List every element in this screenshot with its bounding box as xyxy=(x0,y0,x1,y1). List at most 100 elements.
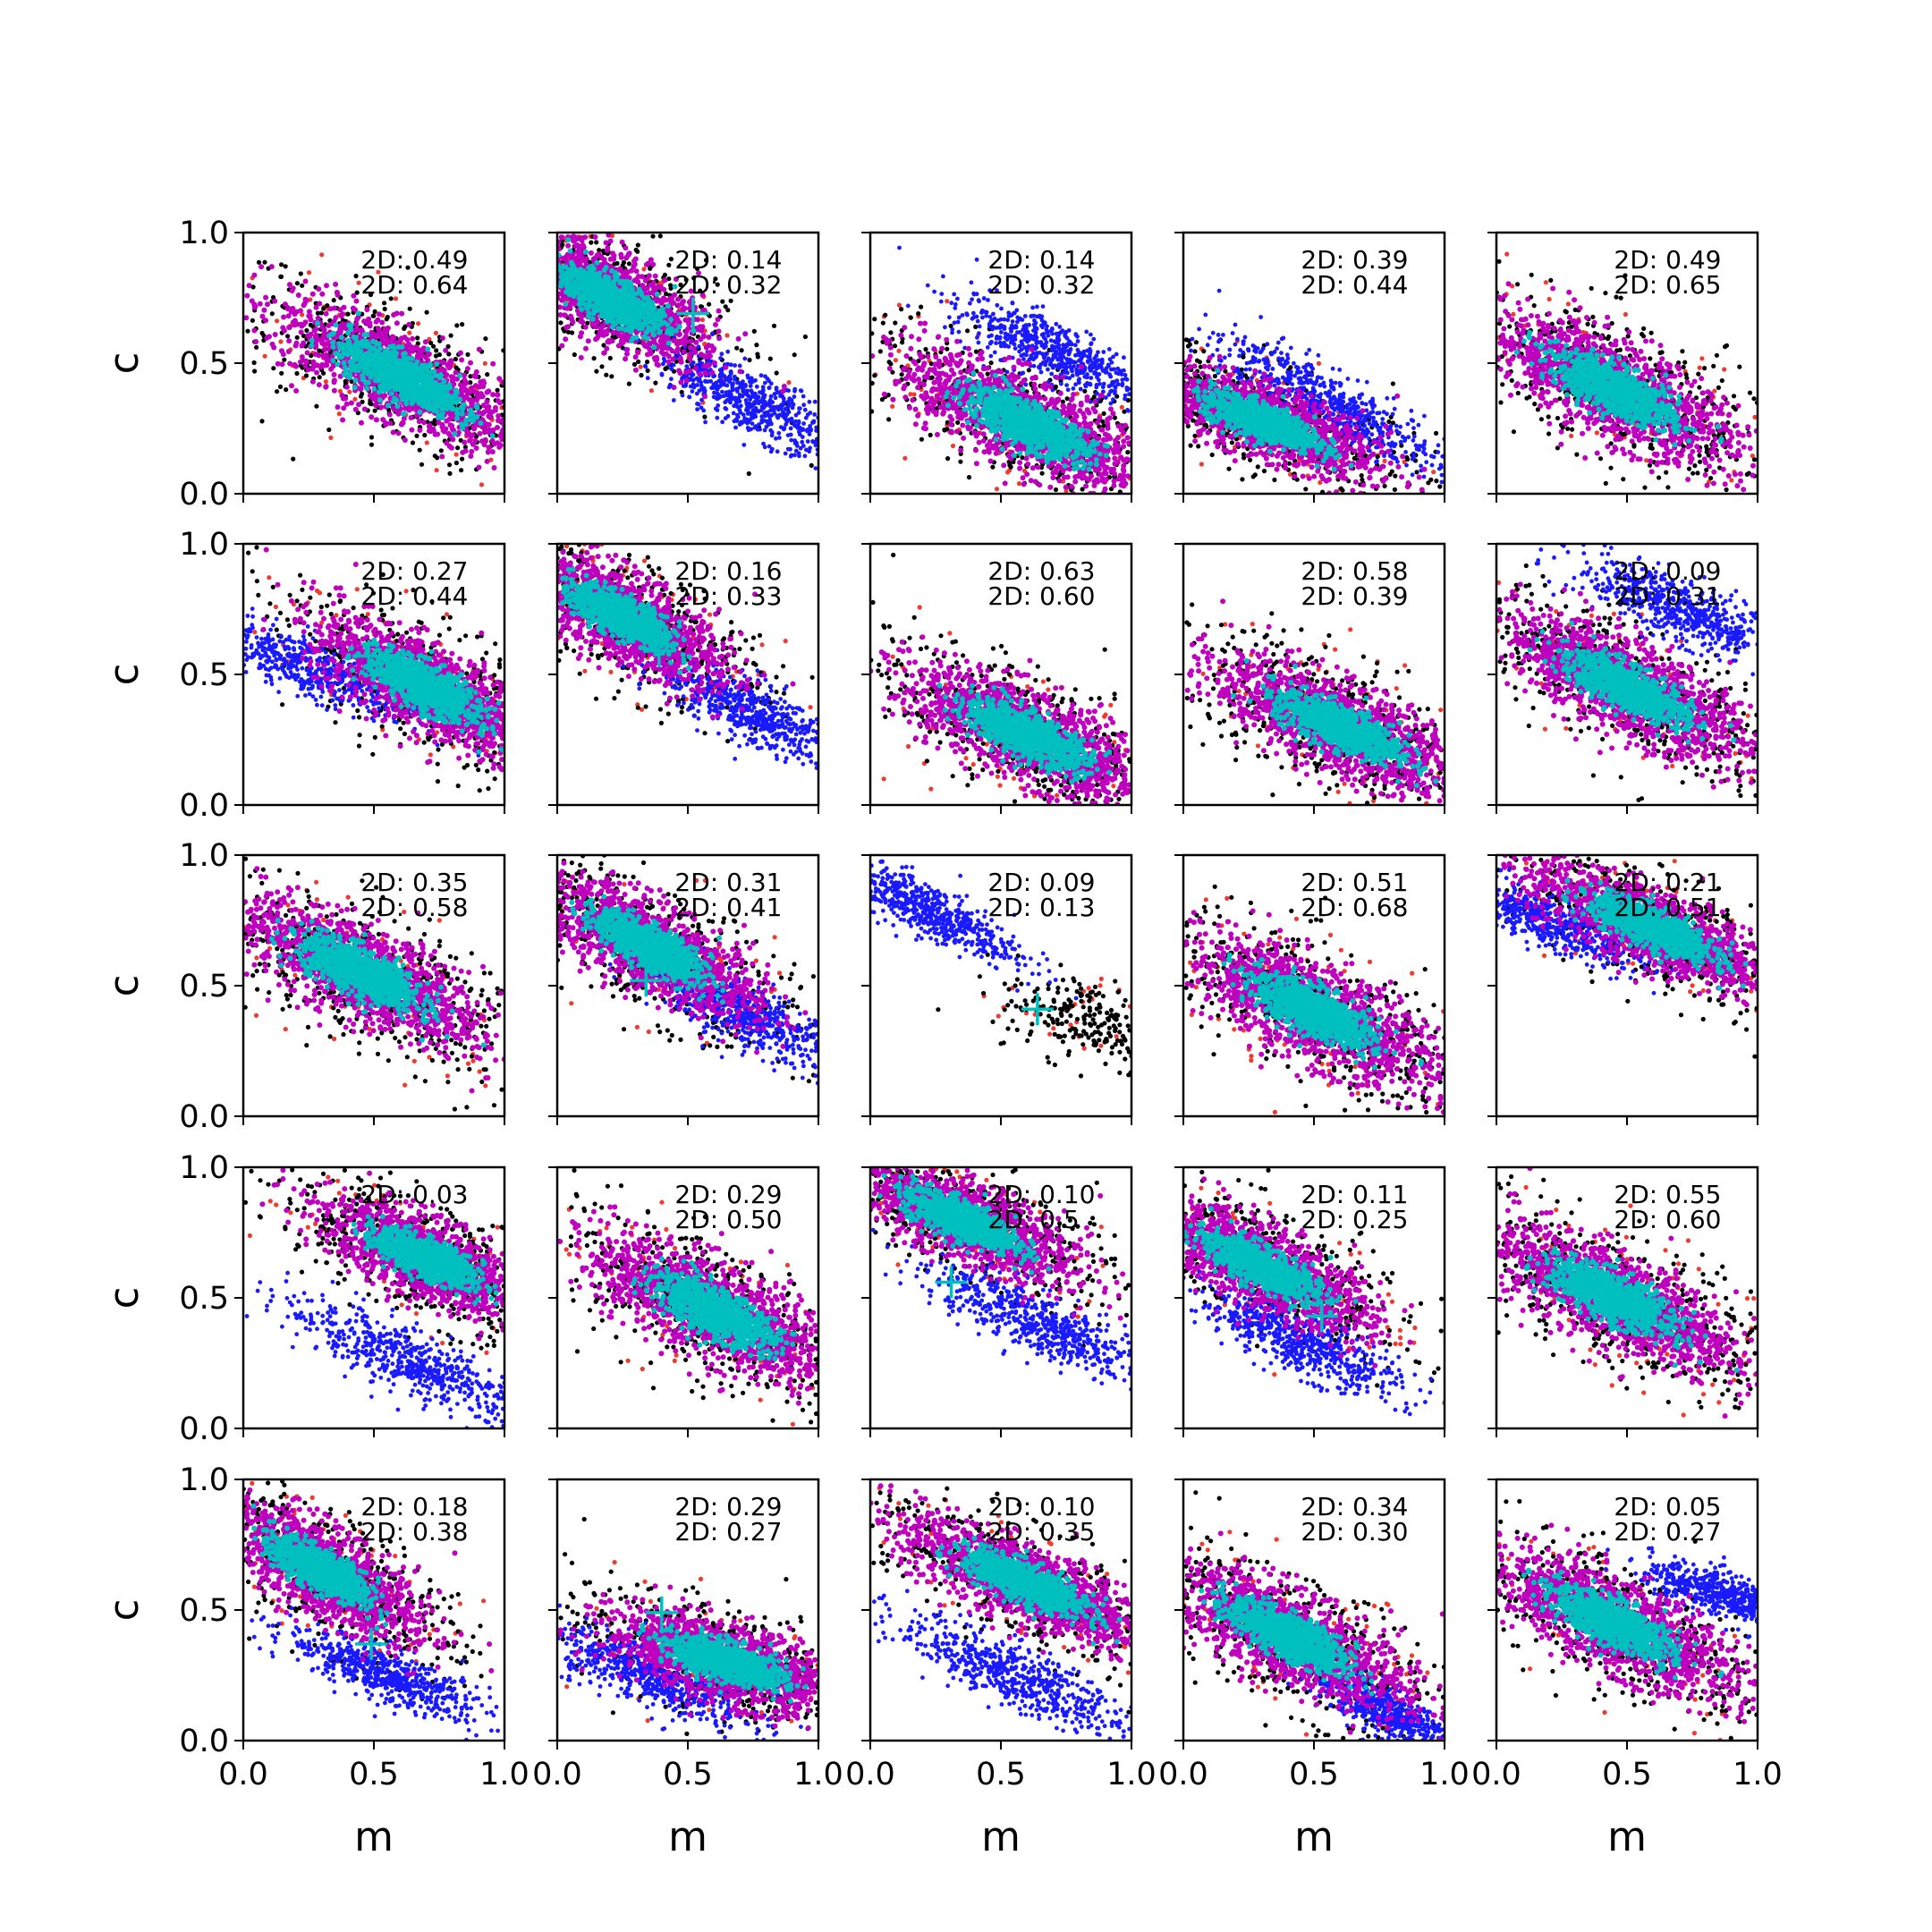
scatter-point xyxy=(741,412,746,417)
scatter-point xyxy=(758,390,762,394)
scatter-point xyxy=(310,292,316,297)
scatter-point xyxy=(263,354,267,359)
scatter-point xyxy=(490,361,496,367)
scatter-point xyxy=(797,406,801,411)
scatter-point xyxy=(251,301,257,307)
scatter-point xyxy=(346,312,351,317)
scatter-point xyxy=(644,262,649,267)
scatter-point xyxy=(641,267,646,271)
scatter-point xyxy=(370,396,376,402)
scatter-point xyxy=(454,416,460,421)
scatter-point xyxy=(653,274,658,279)
scatter-point xyxy=(357,362,362,368)
scatter-point xyxy=(686,320,691,326)
scatter-point xyxy=(391,355,396,360)
scatter-point xyxy=(396,359,402,364)
scatter-point xyxy=(724,304,728,309)
scatter-point xyxy=(287,361,292,367)
scatter-point xyxy=(447,462,452,467)
scatter-point xyxy=(669,257,674,261)
scatter-point xyxy=(319,310,324,315)
scatter-point xyxy=(309,338,315,343)
scatter-point xyxy=(460,456,464,461)
scatter-point xyxy=(326,323,332,328)
scatter-point xyxy=(466,430,471,436)
scatter-point xyxy=(768,357,773,361)
scatter-point xyxy=(251,328,257,334)
scatter-point xyxy=(799,388,803,393)
scatter-point xyxy=(337,411,342,416)
scatter-point xyxy=(699,352,704,357)
scatter-point xyxy=(369,443,374,447)
scatter-point xyxy=(434,331,438,335)
scatter-point xyxy=(693,366,699,371)
scatter-point xyxy=(698,336,703,342)
scatter-point xyxy=(709,370,715,376)
scatter-point xyxy=(594,369,598,374)
scatter-point xyxy=(307,270,311,275)
scatter-point xyxy=(787,410,792,414)
scatter-point xyxy=(568,254,573,259)
scatter-point xyxy=(324,283,329,288)
scatter-point xyxy=(447,444,453,449)
scatter-point xyxy=(400,344,405,350)
scatter-point xyxy=(417,410,422,415)
scatter-point xyxy=(776,431,781,436)
scatter-point xyxy=(425,390,430,395)
scatter-point xyxy=(439,448,444,453)
scatter-point xyxy=(382,301,386,305)
scatter-point xyxy=(808,411,812,415)
scatter-point xyxy=(294,371,299,376)
scatter-point xyxy=(675,346,681,352)
scatter-point xyxy=(468,360,473,366)
scatter-point xyxy=(414,434,419,438)
scatter-point xyxy=(440,411,445,416)
scatter-point xyxy=(583,346,589,352)
scatter-point xyxy=(262,260,267,265)
scatter-point xyxy=(738,393,742,397)
scatter-point xyxy=(763,381,767,386)
scatter-point xyxy=(414,360,419,365)
scatter-point xyxy=(635,250,640,254)
scatter-point xyxy=(759,373,764,377)
scatter-point xyxy=(253,339,258,344)
scatter-point xyxy=(373,402,378,408)
scatter-point xyxy=(299,343,304,349)
scatter-point xyxy=(792,387,797,392)
scatter-point xyxy=(593,234,598,240)
scatter-point xyxy=(804,448,809,453)
scatter-point xyxy=(383,307,387,311)
scatter-point xyxy=(786,380,791,385)
scatter-point xyxy=(600,332,606,337)
scatter-point xyxy=(314,404,318,409)
scatter-point xyxy=(644,365,648,369)
scatter-point xyxy=(439,406,445,411)
scatter-point xyxy=(589,250,594,256)
scatter-point xyxy=(680,301,685,306)
scatter-point xyxy=(460,322,464,326)
scatter-point xyxy=(387,412,393,418)
scatter-point xyxy=(271,345,276,351)
scatter-point xyxy=(614,261,619,266)
scatter-point xyxy=(559,343,564,349)
scatter-point xyxy=(747,358,751,362)
scatter-point xyxy=(674,341,680,346)
scatter-point xyxy=(359,420,364,426)
scatter-point xyxy=(340,418,345,423)
scatter-point xyxy=(287,282,292,287)
scatter-point xyxy=(425,440,429,445)
scatter-point xyxy=(734,404,739,409)
scatter-point xyxy=(324,379,328,384)
scatter-point xyxy=(400,420,405,426)
scatter-point xyxy=(795,444,800,448)
scatter-point xyxy=(458,351,463,356)
scatter-point xyxy=(621,340,626,345)
scatter-point xyxy=(792,394,797,399)
scatter-point xyxy=(490,433,496,438)
scatter-point xyxy=(303,363,309,369)
scatter-point xyxy=(808,400,812,404)
scatter-point xyxy=(318,363,324,369)
scatter-point xyxy=(577,249,582,254)
scatter-point xyxy=(351,293,356,299)
